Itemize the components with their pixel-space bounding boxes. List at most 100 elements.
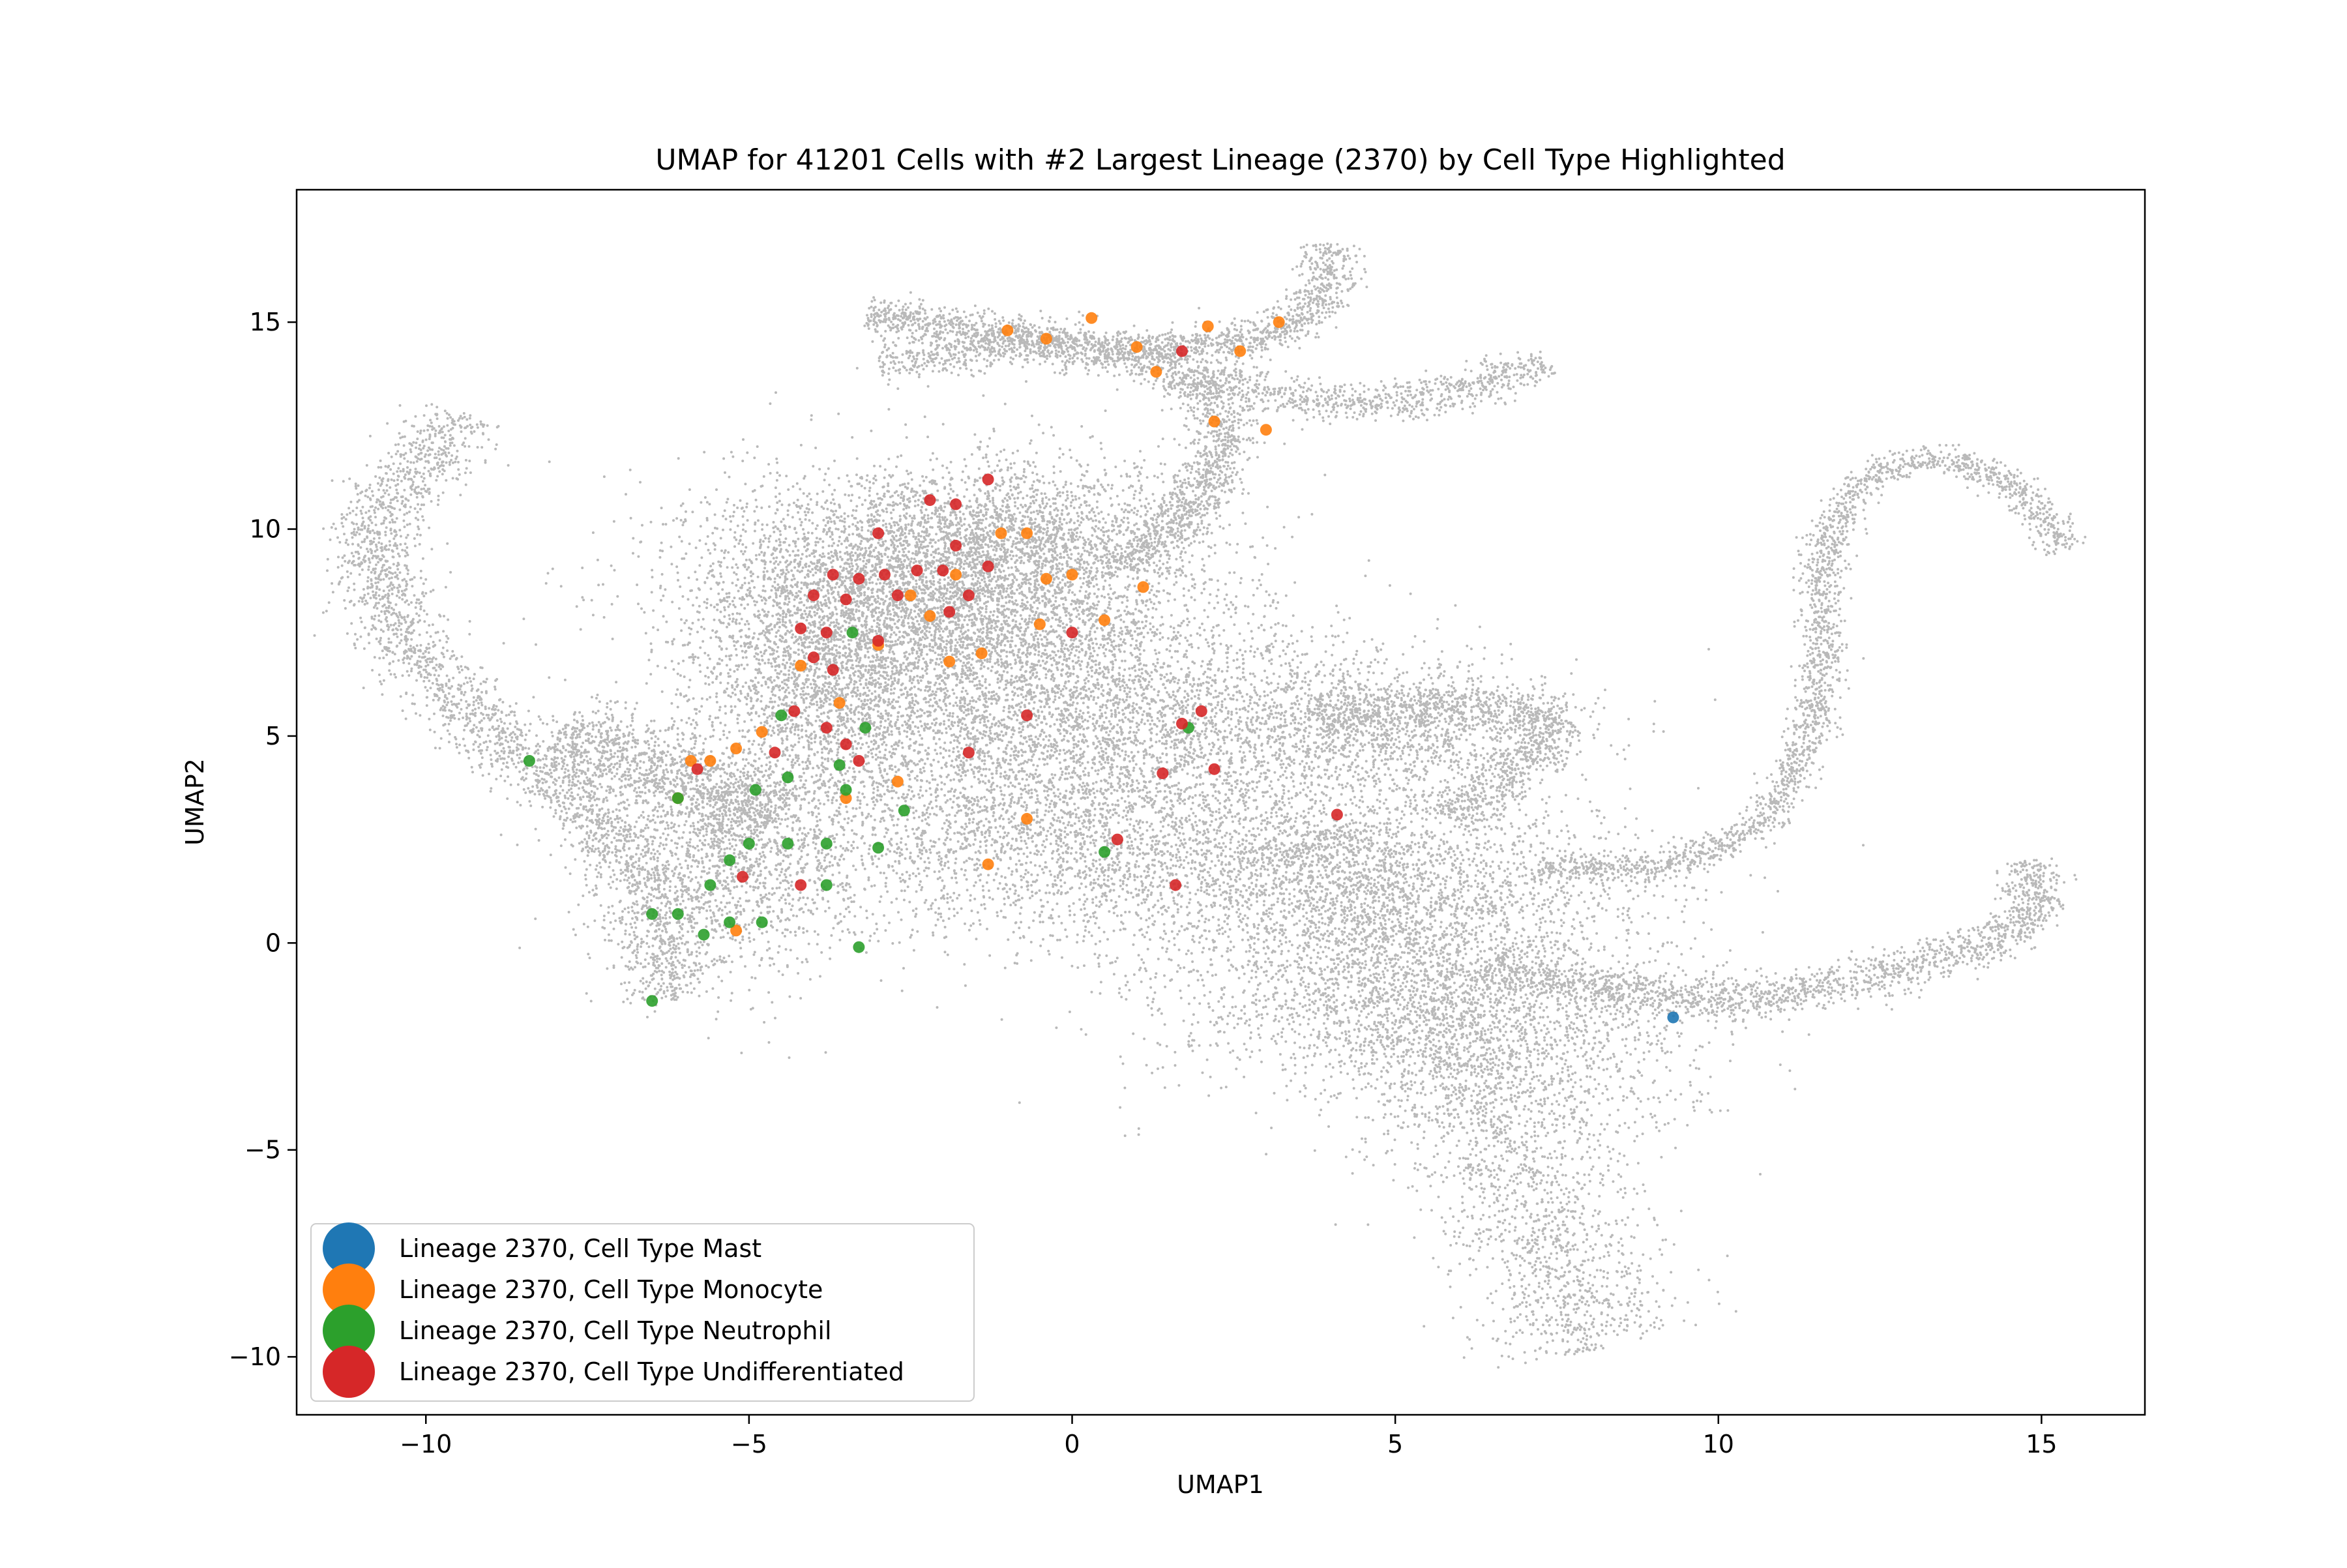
x-tick-label: 0 (1064, 1430, 1080, 1458)
cell-point-series-2 (704, 879, 716, 891)
y-tick-label: 10 (250, 515, 281, 544)
cell-point-series-3 (943, 606, 956, 618)
cell-point-series-1 (1085, 312, 1098, 324)
legend-label: Lineage 2370, Cell Type Monocyte (399, 1275, 823, 1304)
cell-point-series-1 (1137, 581, 1149, 593)
highlighted-cells (523, 312, 1679, 1024)
cell-point-series-1 (1040, 333, 1052, 345)
cell-point-series-1 (1202, 320, 1214, 333)
cell-point-series-1 (795, 660, 807, 672)
cell-point-series-1 (1130, 341, 1143, 353)
cell-point-series-3 (1111, 833, 1123, 846)
legend-label: Lineage 2370, Cell Type Neutrophil (399, 1316, 832, 1345)
cell-point-series-2 (672, 792, 684, 805)
cell-point-series-3 (937, 565, 949, 576)
cell-point-series-2 (853, 941, 865, 953)
cell-point-series-1 (1150, 366, 1162, 378)
cell-point-series-2 (749, 784, 761, 796)
cell-point-series-1 (1234, 345, 1247, 357)
cell-point-series-3 (795, 879, 807, 891)
axes: −10 −5 0 5 10 15 −10 −5 0 5 10 15 (229, 308, 2058, 1458)
cell-point-series-3 (950, 498, 962, 510)
cell-point-series-2 (782, 838, 794, 850)
cell-point-series-1 (1273, 316, 1285, 329)
cell-point-series-2 (698, 928, 710, 941)
legend-marker (323, 1346, 375, 1398)
legend-marker (323, 1305, 375, 1357)
chart-title: UMAP for 41201 Cells with #2 Largest Lin… (655, 143, 1785, 177)
cell-point-series-0 (1667, 1011, 1679, 1024)
cell-point-series-3 (950, 539, 962, 552)
cell-point-series-3 (853, 755, 865, 767)
cell-point-series-1 (1099, 614, 1111, 627)
cell-point-series-3 (911, 565, 923, 576)
cell-point-series-2 (523, 755, 535, 767)
x-tick-label: −10 (400, 1430, 452, 1458)
cell-point-series-1 (833, 697, 846, 709)
cell-point-series-1 (1033, 618, 1046, 630)
cell-point-series-3 (840, 738, 852, 750)
legend-label: Lineage 2370, Cell Type Undifferentiated (399, 1357, 904, 1386)
cell-point-series-3 (982, 560, 994, 572)
cell-point-series-2 (1099, 846, 1111, 858)
cell-point-series-3 (879, 569, 891, 581)
cell-point-series-2 (724, 916, 736, 928)
cell-point-series-1 (1066, 569, 1078, 581)
cell-point-series-1 (924, 610, 936, 622)
cell-point-series-2 (840, 784, 852, 796)
cell-point-series-1 (730, 925, 743, 937)
cell-point-series-3 (827, 569, 839, 581)
legend: Lineage 2370, Cell Type Mast Lineage 2370… (310, 1222, 975, 1402)
cell-point-series-1 (1208, 415, 1220, 428)
cell-point-series-3 (872, 634, 885, 647)
cell-point-series-2 (775, 709, 788, 722)
cell-point-series-2 (872, 842, 885, 854)
cell-point-series-2 (859, 722, 872, 734)
cell-point-series-3 (1208, 763, 1220, 775)
cell-point-series-2 (846, 627, 859, 639)
cell-point-series-3 (924, 494, 936, 507)
cell-point-series-2 (672, 908, 684, 920)
cell-point-series-2 (743, 838, 755, 850)
cell-point-series-3 (1157, 767, 1169, 780)
cell-point-series-3 (840, 593, 852, 606)
cell-point-series-3 (808, 589, 819, 602)
cell-point-series-3 (891, 589, 904, 602)
cell-point-series-2 (646, 995, 658, 1007)
y-tick-label: 0 (265, 928, 281, 957)
cell-point-series-3 (1176, 717, 1188, 730)
cell-point-series-1 (982, 858, 994, 870)
y-tick-label: 15 (250, 308, 281, 336)
cell-point-series-1 (704, 755, 716, 767)
cell-point-series-2 (898, 805, 910, 817)
cell-point-series-1 (1021, 527, 1033, 539)
plot-frame (295, 188, 2146, 1416)
x-tick-label: −5 (731, 1430, 767, 1458)
cell-point-series-2 (646, 908, 658, 920)
cell-point-series-3 (962, 747, 975, 759)
cell-point-series-1 (1260, 424, 1272, 436)
cell-point-series-1 (1001, 324, 1014, 336)
cell-point-series-1 (840, 792, 852, 805)
cell-point-series-3 (737, 870, 748, 883)
cell-point-series-1 (904, 589, 917, 602)
cell-point-series-3 (853, 572, 865, 585)
cell-point-series-3 (820, 722, 833, 734)
legend-marker (323, 1222, 375, 1275)
x-axis-label: UMAP1 (1177, 1470, 1264, 1499)
cell-point-series-2 (820, 838, 833, 850)
cell-point-series-3 (820, 627, 833, 639)
cell-point-series-3 (691, 763, 703, 775)
y-tick-label: 5 (265, 722, 281, 750)
x-tick-label: 15 (2026, 1430, 2057, 1458)
cell-point-series-1 (950, 569, 962, 581)
cell-point-series-1 (756, 726, 768, 738)
legend-label: Lineage 2370, Cell Type Mast (399, 1234, 761, 1263)
x-tick-label: 5 (1387, 1430, 1403, 1458)
cell-point-series-1 (975, 647, 988, 659)
cell-point-series-3 (872, 527, 885, 539)
legend-box (310, 1223, 975, 1402)
cell-point-series-3 (808, 651, 819, 664)
legend-marker (323, 1264, 375, 1316)
